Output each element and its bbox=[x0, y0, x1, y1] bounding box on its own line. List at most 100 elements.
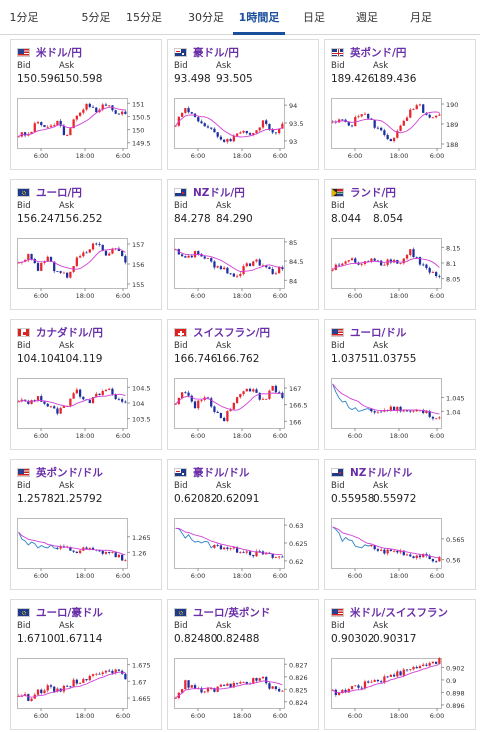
x-tick-label: 6:00 bbox=[348, 712, 363, 720]
candle-body bbox=[415, 105, 418, 110]
candle-body bbox=[389, 259, 392, 263]
price-chart: 8.158.18.056:00 18:00 6:00 bbox=[331, 238, 460, 300]
pair-title[interactable]: ユーロ/円 bbox=[17, 185, 82, 200]
bid-value: 104.104 bbox=[17, 353, 61, 365]
candle-body bbox=[380, 411, 383, 413]
candle-body bbox=[235, 133, 239, 136]
candle-body bbox=[72, 393, 75, 399]
pair-title[interactable]: NZドル/ドル bbox=[331, 465, 412, 480]
rate-card[interactable]: カナダドル/円 Bid Ask 104.104 104.119 104.5 104 103.5… bbox=[10, 319, 162, 450]
pair-title[interactable]: スイスフラン/円 bbox=[174, 325, 270, 340]
rate-card[interactable]: ランド/円 Bid Ask 8.044 8.054 8.15 8.1 8.05 6:00 18:0… bbox=[324, 179, 476, 310]
candle-body bbox=[108, 670, 111, 672]
tab-3[interactable]: 15分足 bbox=[126, 11, 162, 24]
candle-body bbox=[274, 557, 278, 559]
pair-title[interactable]: ユーロ/豪ドル bbox=[17, 605, 103, 620]
candle-body bbox=[82, 679, 85, 683]
tab-4[interactable]: 30分足 bbox=[188, 11, 224, 24]
ask-label: Ask bbox=[59, 201, 75, 211]
rate-card[interactable]: 米ドル/円 Bid Ask 150.596 150.598 151 150.5 150 149.… bbox=[10, 39, 162, 170]
candle-body bbox=[43, 125, 46, 128]
candle-body bbox=[431, 117, 435, 119]
pair-title[interactable]: NZドル/円 bbox=[174, 185, 245, 200]
rate-card[interactable]: 英ポンド/ドル Bid Ask 1.25782 1.25792 1.265 1.26 6:00… bbox=[10, 459, 162, 590]
y-tick-label: 0.625 bbox=[289, 540, 308, 548]
candle-body bbox=[281, 123, 284, 129]
pair-name: ユーロ/英ポンド bbox=[193, 607, 271, 619]
rate-card[interactable]: NZドル/ドル Bid Ask 0.55958 0.55972 0.565 0.56 6:00… bbox=[324, 459, 476, 590]
pair-title[interactable]: 米ドル/円 bbox=[17, 45, 82, 60]
tab-8[interactable]: 月足 bbox=[410, 11, 432, 24]
x-tick-label: 6:00 bbox=[273, 292, 288, 300]
y-tick-label: 0.902 bbox=[446, 664, 465, 672]
candle-body bbox=[271, 269, 274, 274]
candle-body bbox=[255, 678, 258, 681]
pair-title[interactable]: ユーロ/英ポンド bbox=[174, 605, 270, 620]
bid-label: Bid bbox=[17, 341, 31, 351]
candle-body bbox=[117, 398, 121, 400]
y-tick-label: 1.045 bbox=[446, 394, 465, 402]
candle-body bbox=[223, 267, 226, 270]
candle-body bbox=[428, 267, 431, 273]
tab-5[interactable]: 1時間足 bbox=[233, 0, 285, 35]
rate-card[interactable]: ユーロ/英ポンド Bid Ask 0.82480 0.82488 0.827 0.826 0.… bbox=[167, 599, 319, 730]
y-tick-label: 157 bbox=[132, 241, 144, 249]
rate-card[interactable]: NZドル/円 Bid Ask 84.278 84.290 85 84.5 84 6:00 18:0… bbox=[167, 179, 319, 310]
candle-body bbox=[114, 394, 117, 399]
candle-body bbox=[82, 252, 85, 257]
rate-card[interactable]: ユーロ/円 Bid Ask 156.247 156.252 157 156 155 6:00 18… bbox=[10, 179, 162, 310]
pair-title[interactable]: 英ポンド/ドル bbox=[17, 465, 103, 480]
candle-body bbox=[56, 548, 59, 549]
pair-title[interactable]: 豪ドル/ドル bbox=[174, 465, 249, 480]
rate-card[interactable]: スイスフラン/円 Bid Ask 166.746 166.762 167 166.5 166 6… bbox=[167, 319, 319, 450]
candle-body bbox=[265, 676, 268, 684]
ask-label: Ask bbox=[373, 481, 389, 491]
rate-card[interactable]: 英ポンド/円 Bid Ask 189.426 189.436 190 189 188 6:00 1… bbox=[324, 39, 476, 170]
candle-body bbox=[261, 398, 265, 400]
pair-title[interactable]: 豪ドル/円 bbox=[174, 45, 239, 60]
tab-7[interactable]: 週足 bbox=[356, 11, 378, 24]
candle-body bbox=[242, 130, 245, 133]
candle-body bbox=[69, 128, 72, 136]
candle-body bbox=[265, 120, 268, 124]
candle-body bbox=[232, 135, 235, 142]
candle-body bbox=[190, 255, 193, 258]
candle-body bbox=[274, 132, 278, 134]
pair-title[interactable]: ユーロ/ドル bbox=[331, 325, 406, 340]
tab-1[interactable]: 1分足 bbox=[9, 11, 39, 24]
candle-body bbox=[101, 244, 104, 251]
candle-body bbox=[66, 685, 69, 687]
tab-6[interactable]: 日足 bbox=[303, 11, 325, 24]
pair-title[interactable]: カナダドル/円 bbox=[17, 325, 103, 340]
pair-title[interactable]: ランド/円 bbox=[331, 185, 396, 200]
rate-card[interactable]: 豪ドル/円 Bid Ask 93.498 93.505 94 93.5 93 6:00 18:00… bbox=[167, 39, 319, 170]
candle-body bbox=[206, 397, 210, 399]
candle-body bbox=[341, 263, 344, 266]
rate-card[interactable]: 米ドル/スイスフラン Bid Ask 0.90302 0.90317 0.902 0.9 0.… bbox=[324, 599, 476, 730]
candle-body bbox=[396, 671, 399, 677]
pair-title[interactable]: 英ポンド/円 bbox=[331, 45, 406, 60]
tab-2[interactable]: 5分足 bbox=[81, 11, 111, 24]
candle-body bbox=[59, 407, 62, 414]
y-tick-label: 189 bbox=[446, 121, 458, 129]
bid-label: Bid bbox=[17, 61, 31, 71]
candle-body bbox=[431, 416, 435, 419]
candle-body bbox=[425, 553, 428, 556]
candle-body bbox=[23, 260, 27, 262]
rate-card[interactable]: 豪ドル/ドル Bid Ask 0.62082 0.62091 0.63 0.625 0.62 6… bbox=[167, 459, 319, 590]
candle-body bbox=[197, 400, 200, 409]
candle-body bbox=[180, 254, 184, 257]
candle-body bbox=[386, 676, 389, 678]
y-tick-label: 0.898 bbox=[446, 689, 465, 697]
candle-body bbox=[82, 109, 85, 113]
moving-average-line bbox=[332, 526, 440, 559]
chart-frame bbox=[174, 378, 285, 429]
candle-body bbox=[412, 667, 415, 670]
candle-body bbox=[203, 691, 206, 693]
pair-title[interactable]: 米ドル/スイスフラン bbox=[331, 605, 448, 620]
candle-body bbox=[431, 272, 435, 273]
rate-card[interactable]: ユーロ/豪ドル Bid Ask 1.67100 1.67114 1.675 1.67 1.66… bbox=[10, 599, 162, 730]
candle-body bbox=[399, 550, 402, 553]
candle-body bbox=[245, 388, 248, 392]
rate-card[interactable]: ユーロ/ドル Bid Ask 1.03751 1.03755 1.045 1.04 6:00 1… bbox=[324, 319, 476, 450]
